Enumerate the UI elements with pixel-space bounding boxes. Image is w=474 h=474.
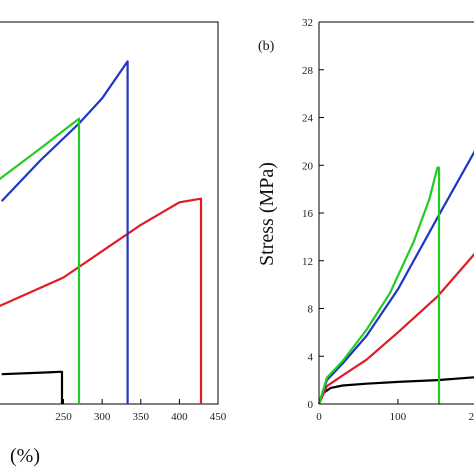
panel-a-series-line-0 <box>1 370 64 404</box>
panel-b-x-ticks: 0 100 200 <box>316 399 474 423</box>
panel-b-y-axis-title: Stress (MPa) <box>256 162 278 266</box>
panel-a-x-tick-label: 400 <box>171 411 188 423</box>
panel-a-x-axis-title: (%) <box>10 445 40 467</box>
panel-a-series-line-2 <box>0 60 129 404</box>
panel-a-series-line-3 <box>0 117 81 404</box>
panel-b: (b) Stress (MPa) 0 4 8 12 16 20 24 28 32 0 100 200 <box>256 17 474 423</box>
panel-b-label: (b) <box>258 39 275 54</box>
panel-a-x-tick-label: 350 <box>133 411 150 423</box>
panel-b-series-line-1 <box>317 252 474 405</box>
panel-b-y-tick-label: 16 <box>302 208 314 220</box>
panel-b-series-line-2 <box>317 150 474 405</box>
panel-b-y-tick-label: 12 <box>302 256 313 268</box>
panel-b-y-tick-label: 24 <box>302 113 314 125</box>
panel-a-x-ticks: 250 300 350 400 450 <box>55 399 227 423</box>
panel-a-plot-area <box>0 21 219 405</box>
panel-b-y-tick-label: 4 <box>308 351 314 363</box>
panel-b-x-tick-label: 100 <box>390 411 407 423</box>
panel-a-series-line-1 <box>0 197 203 404</box>
panel-a-x-tick-label: 300 <box>94 411 111 423</box>
panel-b-series-line-0 <box>317 376 474 405</box>
panel-a: 250 300 350 400 450 (%) <box>0 21 227 467</box>
panel-b-y-tick-label: 8 <box>308 304 314 316</box>
panel-b-series-group <box>317 150 474 405</box>
panel-b-y-ticks: 0 4 8 12 16 20 24 28 32 <box>302 17 324 411</box>
panel-a-x-tick-label: 450 <box>210 411 227 423</box>
panel-b-x-tick-label: 200 <box>469 411 474 423</box>
panel-b-series-line-3 <box>317 166 441 405</box>
panel-b-y-tick-label: 20 <box>302 160 314 172</box>
panel-b-y-tick-label: 32 <box>302 17 313 29</box>
panel-b-x-tick-label: 0 <box>316 411 322 423</box>
panel-a-series-group <box>0 60 203 404</box>
panel-b-y-tick-label: 28 <box>302 65 314 77</box>
panel-a-x-tick-label: 250 <box>55 411 72 423</box>
panel-b-y-tick-label: 0 <box>308 399 314 411</box>
